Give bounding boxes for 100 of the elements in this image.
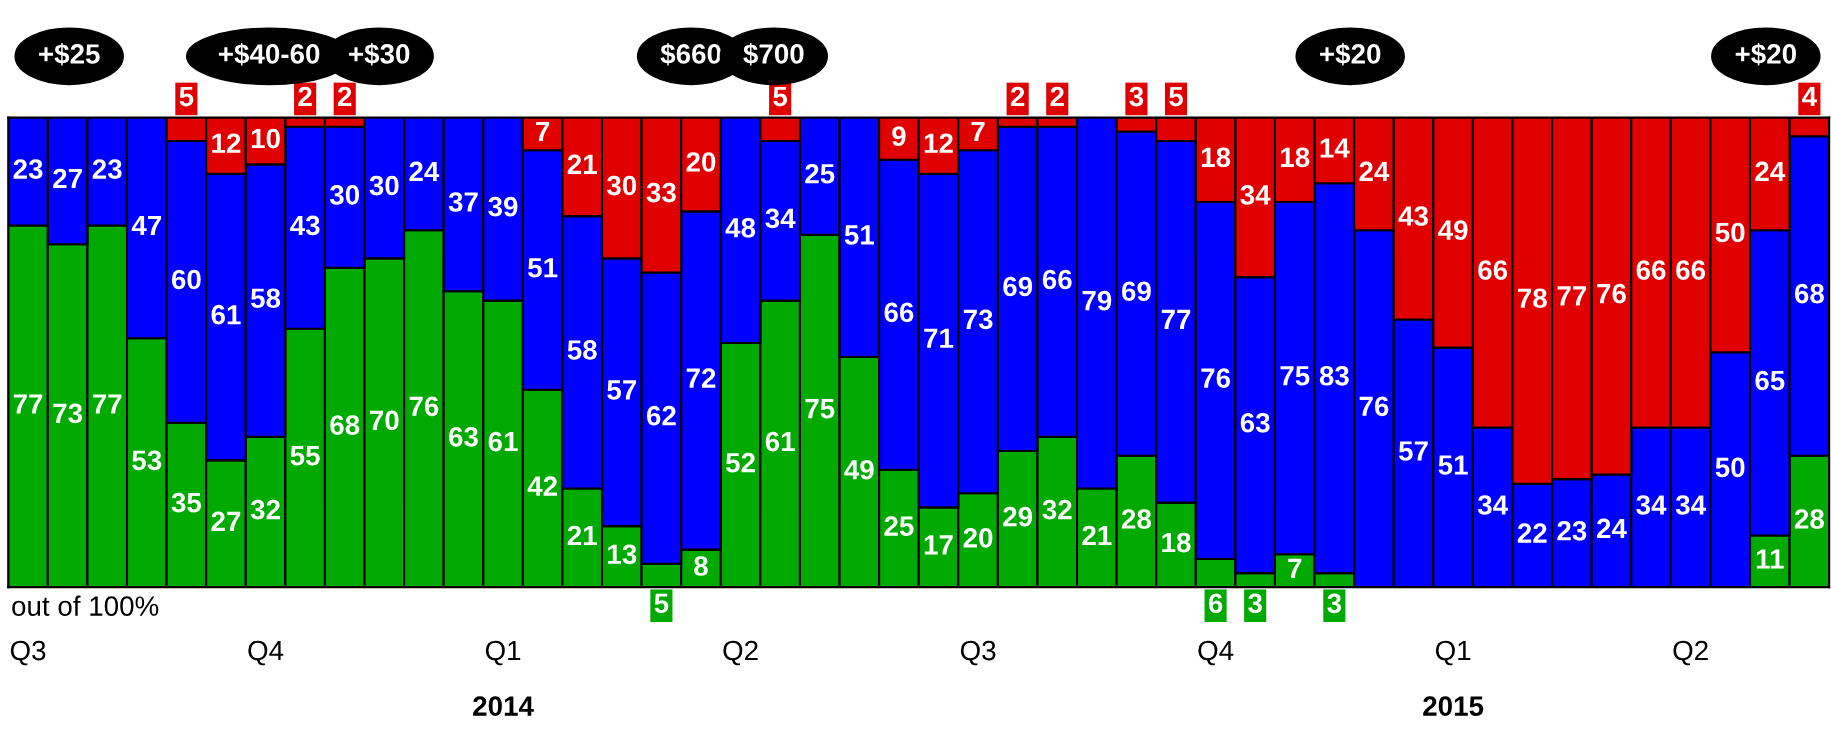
- data-label: 13: [608, 544, 637, 565]
- data-label: 24: [1755, 161, 1786, 181]
- data-label: 6: [1208, 593, 1223, 614]
- data-label: 2: [1010, 86, 1025, 107]
- data-label: 61: [211, 304, 241, 325]
- data-label: 21: [1082, 525, 1112, 546]
- data-label: 7: [971, 121, 985, 142]
- data-label: 78: [1518, 288, 1547, 309]
- data-label: 43: [290, 215, 320, 236]
- data-label: 63: [1240, 412, 1270, 433]
- data-label: 5: [654, 593, 669, 614]
- data-label: 35: [171, 492, 202, 513]
- data-label: 24: [409, 161, 440, 181]
- data-label: 27: [53, 168, 82, 189]
- data-label: 28: [1121, 509, 1152, 529]
- data-label: 2: [1050, 86, 1064, 107]
- x-tick-label: Q2: [723, 640, 758, 666]
- data-label: 12: [212, 133, 241, 153]
- data-label: 60: [171, 269, 201, 290]
- data-label: 49: [844, 459, 874, 480]
- x-tick-label: Q4: [1198, 640, 1234, 666]
- data-label: 30: [329, 185, 360, 205]
- data-label: 68: [330, 415, 360, 435]
- data-label: 22: [1517, 523, 1547, 543]
- data-label: 18: [1201, 147, 1231, 168]
- data-label: 76: [1201, 368, 1231, 388]
- x-tick-label: Q3: [960, 640, 996, 666]
- data-label: 5: [1169, 87, 1183, 107]
- data-label: 34: [1636, 495, 1667, 515]
- data-label: 21: [567, 154, 597, 174]
- data-label: 7: [536, 121, 550, 142]
- data-label: 71: [924, 328, 954, 348]
- text: $660: [660, 42, 721, 66]
- data-label: 12: [924, 133, 953, 153]
- data-label: 66: [1676, 260, 1706, 280]
- data-label: 3: [1129, 86, 1144, 107]
- data-label: 79: [1082, 290, 1112, 311]
- data-label: 10: [251, 128, 280, 149]
- data-label: 76: [1597, 283, 1626, 304]
- data-label: 2: [337, 86, 352, 107]
- data-label: 21: [567, 525, 597, 546]
- data-label: 47: [131, 215, 162, 236]
- data-label: 68: [1794, 283, 1824, 304]
- data-label: 8: [694, 556, 708, 576]
- data-label: 61: [488, 431, 518, 452]
- data-label: 73: [53, 403, 83, 424]
- data-label: 83: [1319, 365, 1349, 386]
- data-label: 4: [1802, 87, 1817, 107]
- data-label: 65: [1755, 370, 1785, 391]
- text: +$25: [39, 42, 100, 66]
- data-label: 58: [567, 340, 597, 360]
- data-label: 73: [963, 309, 993, 330]
- data-label: 48: [725, 217, 756, 238]
- text: +$30: [349, 42, 410, 66]
- data-label: 28: [1794, 509, 1824, 529]
- text: out of 100%: [12, 595, 159, 616]
- data-label: 20: [686, 152, 716, 172]
- data-label: 69: [1121, 281, 1151, 302]
- data-label: 66: [1042, 269, 1072, 290]
- x-tick-label: Q2: [1673, 640, 1708, 666]
- data-label: 5: [179, 87, 194, 107]
- data-label: 37: [448, 192, 478, 212]
- data-label: 32: [250, 499, 280, 520]
- data-label: 77: [92, 394, 122, 414]
- category-label: Q1 2014: [473, 640, 534, 716]
- data-label: 76: [1359, 396, 1389, 417]
- text: +$20: [1735, 42, 1796, 66]
- data-label: 24: [1596, 518, 1627, 539]
- data-label: 66: [1636, 260, 1666, 280]
- data-label: 30: [369, 175, 399, 196]
- data-label: 34: [1675, 495, 1706, 515]
- data-label: 27: [211, 511, 241, 531]
- data-label: 69: [1003, 276, 1033, 297]
- category-label: Q1 2015: [1423, 640, 1484, 716]
- data-label: 50: [1715, 222, 1745, 243]
- data-label: 11: [1756, 549, 1784, 569]
- data-label: 77: [1557, 286, 1587, 306]
- data-label: 25: [884, 516, 914, 536]
- data-label: 77: [13, 394, 43, 414]
- data-label: 39: [488, 196, 518, 217]
- data-label: 57: [1398, 441, 1428, 461]
- data-label: 49: [1438, 220, 1468, 240]
- data-label: 58: [250, 288, 281, 309]
- data-label: 66: [1478, 260, 1508, 280]
- data-label: 52: [725, 452, 755, 473]
- data-label: 17: [924, 535, 953, 555]
- data-label: 70: [370, 410, 399, 431]
- data-label: 3: [1248, 593, 1262, 614]
- data-label: 3: [1327, 593, 1342, 614]
- text: $700: [743, 42, 804, 66]
- data-label: 2: [298, 86, 312, 107]
- x-tick-label: Q3: [10, 640, 46, 666]
- data-label: 23: [92, 159, 122, 179]
- data-label: 30: [607, 175, 637, 196]
- data-label: 51: [1438, 455, 1468, 475]
- data-label: 24: [1359, 161, 1390, 181]
- data-label: 18: [1162, 532, 1191, 553]
- data-label: 51: [844, 225, 874, 245]
- data-label: 14: [1320, 138, 1350, 158]
- data-label: 63: [449, 427, 478, 447]
